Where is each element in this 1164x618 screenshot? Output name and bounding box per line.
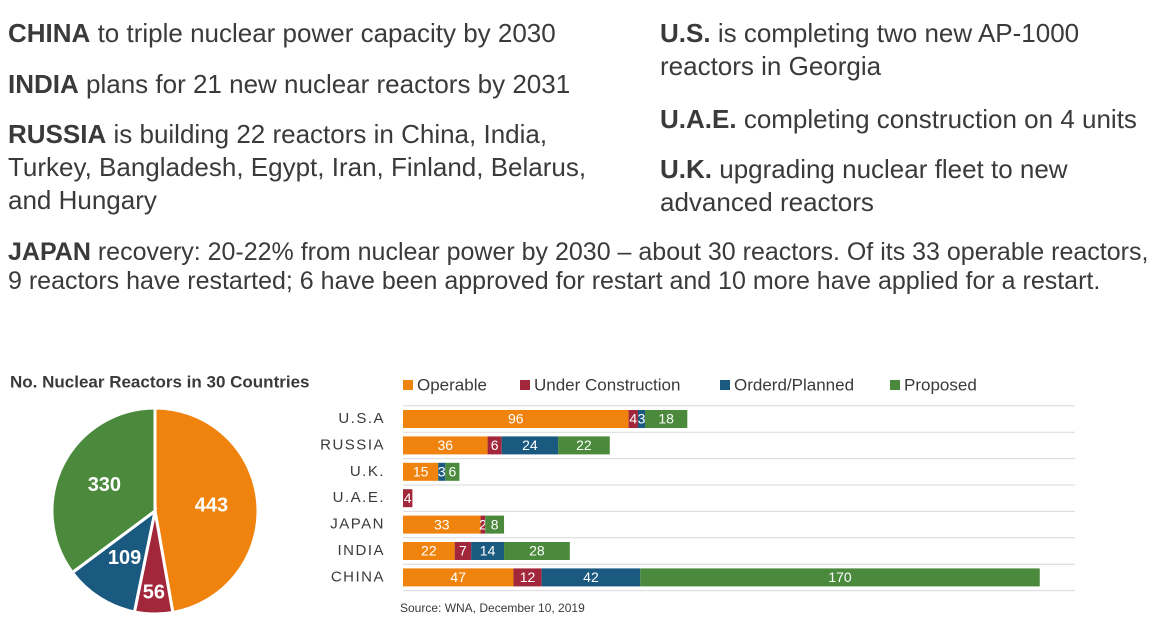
legend-label: Proposed — [904, 375, 977, 394]
bar-label: 15 — [413, 464, 429, 480]
bar-label: 7 — [459, 543, 467, 559]
legend-swatch — [520, 380, 530, 390]
lead: JAPAN — [8, 238, 91, 266]
text-block: RUSSIA is building 22 reactors in China,… — [8, 118, 633, 217]
bar-segment — [403, 542, 455, 560]
bar-segment — [485, 515, 505, 534]
bar-segment — [403, 462, 439, 481]
bar-segment — [403, 410, 629, 428]
bar-segment — [487, 436, 502, 455]
text: is building 22 reactors in China, India,… — [8, 119, 587, 215]
bar-label: 3 — [638, 411, 646, 427]
lead: U.A.E. — [660, 104, 737, 134]
pie-label: 330 — [88, 474, 121, 496]
legend-label: Operable — [417, 375, 487, 394]
bar-segment — [403, 568, 514, 587]
text-block: JAPAN recovery: 20-22% from nuclear powe… — [8, 238, 1158, 296]
legend-swatch — [890, 380, 900, 390]
text-block: U.K. upgrading nuclear fleet to new adva… — [660, 153, 1130, 219]
bar-label: 42 — [583, 569, 599, 585]
text: recovery: 20-22% from nuclear power by 2… — [8, 238, 1149, 295]
y-tick-label: JAPAN — [330, 516, 385, 533]
legend-swatch — [403, 380, 413, 390]
bar-label: 2 — [479, 516, 487, 532]
bar-label: 22 — [421, 543, 437, 559]
y-tick-label: CHINA — [331, 568, 385, 585]
bar-segment — [501, 436, 559, 455]
pie-slice — [50, 406, 157, 575]
text: upgrading nuclear fleet to new advanced … — [660, 154, 1068, 217]
y-tick-label: U.K. — [350, 463, 385, 480]
pie-label: 443 — [195, 494, 228, 516]
text-block: CHINA to triple nuclear power capacity b… — [8, 17, 648, 50]
legend-swatch — [720, 380, 730, 390]
text-block: U.S. is completing two new AP-1000 react… — [660, 17, 1130, 83]
bar-segment — [438, 462, 446, 481]
bar-label: 4 — [404, 490, 412, 506]
bar-segment — [445, 462, 460, 481]
bar-label: 18 — [658, 411, 674, 427]
bar-label: 22 — [576, 437, 592, 453]
y-tick-label: U.S.A — [338, 410, 385, 427]
pie-label: 56 — [143, 582, 165, 604]
y-tick-label: INDIA — [337, 542, 385, 559]
bar-label: 33 — [434, 516, 450, 532]
lead: CHINA — [8, 18, 91, 48]
bar-label: 4 — [629, 411, 637, 427]
bar-segment — [471, 542, 505, 560]
bar-segment — [513, 568, 542, 587]
text: is completing two new AP-1000 reactors i… — [660, 18, 1080, 81]
bar-label: 14 — [480, 543, 496, 559]
bar-segment — [403, 515, 481, 534]
lead: U.K. — [660, 154, 712, 184]
lead: INDIA — [8, 69, 79, 99]
bar-segment — [640, 568, 1040, 587]
y-tick-label: RUSSIA — [320, 436, 385, 453]
bar-segment — [504, 542, 570, 560]
text: completing construction on 4 units — [743, 104, 1137, 134]
y-tick-label: U.A.E. — [333, 489, 385, 506]
bar-label: 28 — [529, 543, 545, 559]
bar-segment — [645, 410, 688, 428]
bar-label: 6 — [491, 437, 499, 453]
bar-segment — [403, 489, 413, 508]
bar-label: 96 — [508, 411, 524, 427]
bar-segment — [558, 436, 610, 455]
text-block: U.A.E. completing construction on 4 unit… — [660, 103, 1160, 136]
source-note: Source: WNA, December 10, 2019 — [400, 601, 585, 615]
bar-segment — [480, 515, 486, 534]
bar-label: 170 — [828, 569, 852, 585]
text: plans for 21 new nuclear reactors by 203… — [86, 69, 571, 99]
legend-label: Orderd/Planned — [734, 375, 854, 394]
lead: U.S. — [660, 18, 711, 48]
text-block: INDIA plans for 21 new nuclear reactors … — [8, 68, 648, 101]
bar-segment — [403, 436, 488, 455]
bar-label: 36 — [438, 437, 454, 453]
pie-slice — [153, 406, 260, 615]
pie-label: 109 — [108, 547, 141, 569]
bar-segment — [454, 542, 472, 560]
bar-segment — [637, 410, 646, 428]
bar-label: 3 — [438, 464, 446, 480]
bar-label: 8 — [491, 516, 499, 532]
text: to triple nuclear power capacity by 2030 — [97, 18, 556, 48]
bar-segment — [541, 568, 641, 587]
legend-label: Under Construction — [534, 375, 680, 394]
bar-label: 24 — [522, 437, 538, 453]
bar-segment — [628, 410, 638, 428]
bar-label: 12 — [520, 569, 536, 585]
bar-label: 47 — [450, 569, 466, 585]
pie-title: No. Nuclear Reactors in 30 Countries — [10, 372, 309, 391]
bar-label: 6 — [448, 464, 456, 480]
lead: RUSSIA — [8, 119, 107, 149]
